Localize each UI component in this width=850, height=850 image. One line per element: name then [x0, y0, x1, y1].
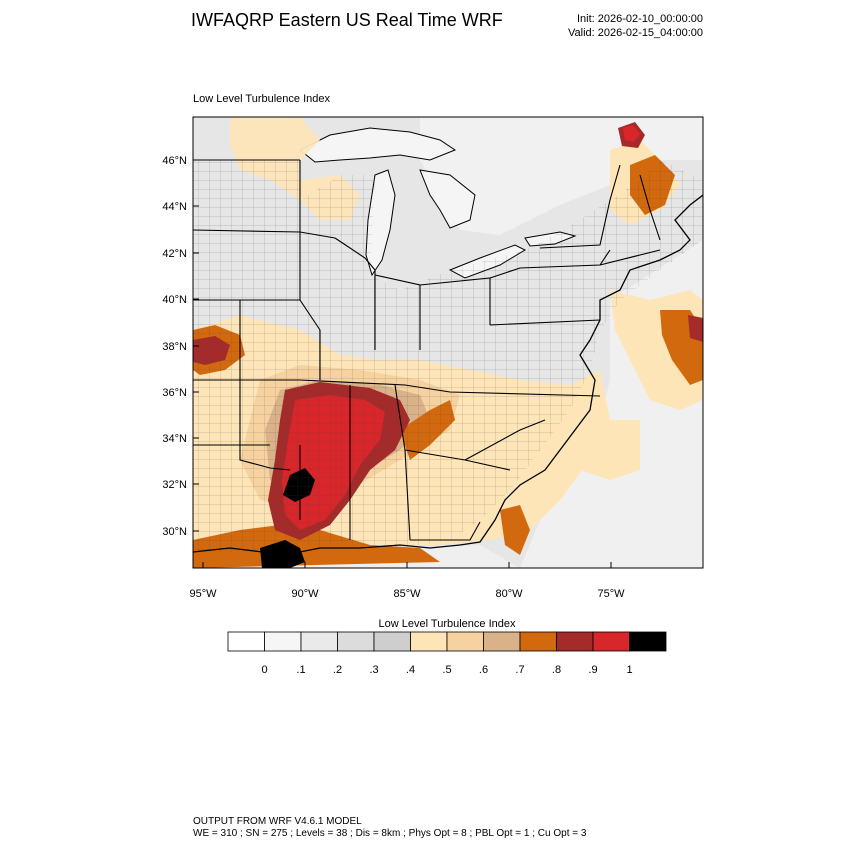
longitude-axis: 95°W 90°W 85°W 80°W 75°W — [189, 562, 625, 600]
lake-superior — [299, 127, 457, 163]
lat-tick-label: 38°N — [162, 341, 187, 353]
colorbar-tick-label: .3 — [369, 664, 379, 676]
colorbar-swatch — [483, 631, 521, 652]
colorbar-swatch — [556, 631, 594, 652]
lat-tick-label: 42°N — [162, 248, 187, 260]
lon-tick-label: 90°W — [291, 588, 319, 600]
turb-05-east — [580, 420, 640, 480]
colorbar-swatch — [446, 631, 484, 652]
colorbar-swatch — [519, 631, 557, 652]
colorbar-tick-label: 0 — [261, 664, 268, 676]
map-plot-area — [193, 117, 703, 568]
lat-tick-label: 30°N — [162, 526, 187, 538]
lon-tick-label: 75°W — [597, 588, 625, 600]
turb-08-offshore — [688, 315, 703, 342]
lake-huron — [419, 169, 476, 229]
plot-border — [192, 116, 704, 569]
colorbar-swatch — [227, 631, 265, 652]
colorbar-tick-label: .2 — [332, 664, 343, 676]
colorbar-swatch — [629, 631, 667, 652]
colorbar-tick-label: .5 — [442, 664, 452, 676]
colorbar-tick-label: .1 — [296, 664, 306, 676]
turb-07-nc-offshore — [500, 505, 530, 555]
footer-model-settings: WE = 310 ; SN = 275 ; Levels = 38 ; Dis … — [193, 828, 587, 839]
colorbar-tick-label: .6 — [478, 664, 489, 676]
colorbar-swatch — [300, 631, 338, 652]
lat-tick-label: 44°N — [162, 201, 187, 213]
colorbar-swatch — [410, 631, 448, 652]
lon-tick-label: 95°W — [189, 588, 217, 600]
colorbar-title: Low Level Turbulence Index — [378, 618, 516, 630]
county-boundaries — [193, 160, 703, 555]
colorbar-tick-label: .4 — [405, 664, 416, 676]
colorbar-tick-label: .7 — [515, 664, 525, 676]
colorbar-swatch — [373, 631, 411, 652]
lat-tick-label: 40°N — [162, 294, 187, 306]
colorbar-swatch — [337, 631, 375, 652]
lat-tick-label: 36°N — [162, 387, 187, 399]
coastline — [193, 194, 703, 553]
turb-09-maine — [623, 125, 640, 142]
colorbar — [227, 631, 667, 652]
lon-tick-label: 85°W — [393, 588, 421, 600]
lat-tick-label: 34°N — [162, 433, 187, 445]
lat-tick-label: 46°N — [162, 155, 187, 167]
footer-model-info: OUTPUT FROM WRF V4.6.1 MODEL — [193, 816, 362, 827]
state-boundaries — [193, 159, 661, 541]
colorbar-tick-label: .8 — [551, 664, 562, 676]
colorbar-swatch — [592, 631, 630, 652]
colorbar-tick-label: 1 — [626, 664, 633, 676]
plot-subtitle: Low Level Turbulence Index — [193, 93, 330, 105]
valid-time-label: Valid: 2026-02-15_04:00:00 — [568, 27, 703, 39]
latitude-axis: 30°N 32°N 34°N 36°N 38°N 40°N 42°N 44°N 46°N — [162, 155, 199, 538]
init-time-label: Init: 2026-02-10_00:00:00 — [577, 13, 703, 25]
main-title: IWFAQRP Eastern US Real Time WRF — [191, 10, 503, 30]
colorbar-swatch — [264, 631, 302, 652]
colorbar-tick-label: .9 — [588, 664, 598, 676]
lat-tick-label: 32°N — [162, 479, 187, 491]
lon-tick-label: 80°W — [495, 588, 523, 600]
